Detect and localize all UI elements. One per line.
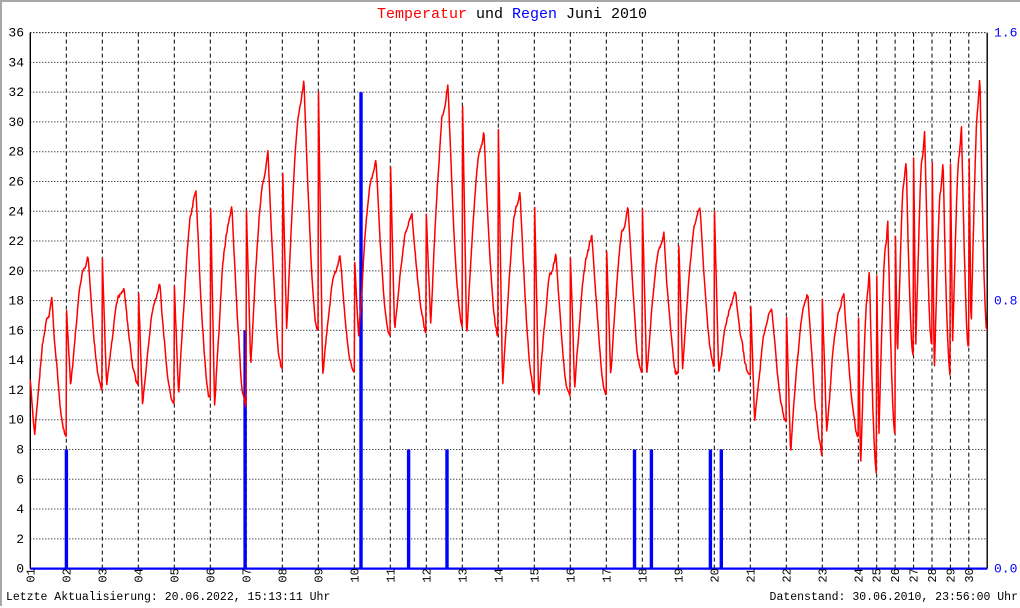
svg-text:10: 10 — [8, 413, 24, 428]
svg-text:28: 28 — [926, 568, 940, 582]
svg-text:24: 24 — [8, 204, 24, 219]
svg-text:25: 25 — [871, 568, 885, 582]
svg-text:14: 14 — [492, 568, 506, 582]
svg-text:22: 22 — [8, 234, 24, 249]
svg-text:16: 16 — [564, 568, 578, 582]
svg-text:20: 20 — [708, 568, 722, 582]
svg-text:03: 03 — [96, 568, 110, 582]
svg-text:05: 05 — [168, 568, 182, 582]
svg-text:Datenstand: 30.06.2010, 23:56:: Datenstand: 30.06.2010, 23:56:00 Uhr — [770, 591, 1018, 604]
svg-text:24: 24 — [852, 568, 866, 582]
svg-text:0.8: 0.8 — [994, 294, 1017, 309]
svg-text:02: 02 — [60, 568, 74, 582]
svg-text:4: 4 — [16, 502, 24, 517]
svg-text:28: 28 — [8, 145, 24, 160]
svg-text:01: 01 — [24, 568, 38, 582]
svg-text:20: 20 — [8, 264, 24, 279]
svg-text:13: 13 — [456, 568, 470, 582]
svg-text:Temperatur und Regen Juni 2010: Temperatur und Regen Juni 2010 — [377, 6, 647, 23]
svg-text:10: 10 — [348, 568, 362, 582]
svg-text:23: 23 — [816, 568, 830, 582]
svg-text:06: 06 — [204, 568, 218, 582]
svg-text:16: 16 — [8, 323, 24, 338]
svg-text:04: 04 — [132, 568, 146, 582]
svg-text:15: 15 — [528, 568, 542, 582]
svg-text:12: 12 — [420, 568, 434, 582]
svg-text:17: 17 — [600, 568, 614, 582]
svg-text:14: 14 — [8, 353, 24, 368]
svg-text:0.0: 0.0 — [994, 562, 1017, 577]
svg-text:26: 26 — [889, 568, 903, 582]
svg-text:0: 0 — [16, 562, 24, 577]
svg-text:6: 6 — [16, 472, 24, 487]
svg-text:30: 30 — [963, 568, 977, 582]
svg-text:2: 2 — [16, 532, 24, 547]
svg-text:08: 08 — [276, 568, 290, 582]
svg-text:26: 26 — [8, 175, 24, 190]
svg-text:27: 27 — [908, 568, 922, 582]
svg-text:30: 30 — [8, 115, 24, 130]
svg-text:22: 22 — [780, 568, 794, 582]
svg-text:07: 07 — [240, 568, 254, 582]
svg-text:1.6: 1.6 — [994, 26, 1017, 41]
svg-text:09: 09 — [312, 568, 326, 582]
svg-text:8: 8 — [16, 443, 24, 458]
svg-text:29: 29 — [944, 568, 958, 582]
svg-text:11: 11 — [384, 568, 398, 582]
svg-text:32: 32 — [8, 85, 24, 100]
svg-text:36: 36 — [8, 26, 24, 41]
svg-text:18: 18 — [636, 568, 650, 582]
svg-text:12: 12 — [8, 383, 24, 398]
svg-text:21: 21 — [744, 568, 758, 582]
svg-text:19: 19 — [672, 568, 686, 582]
svg-text:18: 18 — [8, 294, 24, 309]
svg-text:34: 34 — [8, 55, 24, 70]
svg-text:Letzte Aktualisierung: 20.06.2: Letzte Aktualisierung: 20.06.2022, 15:13… — [6, 591, 330, 604]
